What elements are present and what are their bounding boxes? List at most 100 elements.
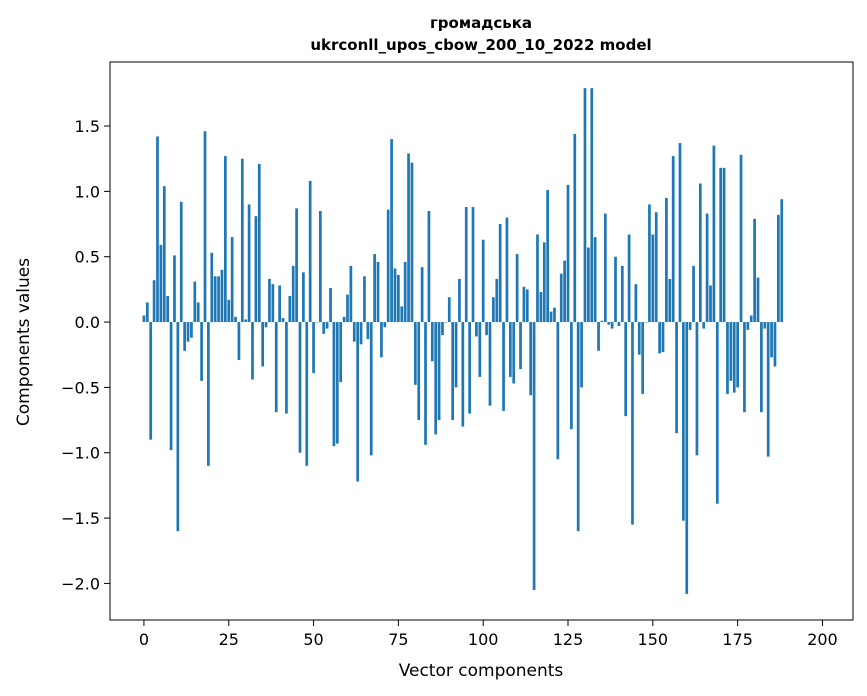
bar: [488, 322, 492, 406]
bar: [756, 277, 760, 323]
bar: [719, 167, 723, 323]
bar: [519, 322, 522, 370]
bar: [193, 281, 197, 323]
bar: [587, 247, 590, 323]
bar: [590, 88, 594, 323]
bar: [546, 190, 550, 323]
bar: [682, 322, 685, 521]
bar: [770, 322, 773, 358]
bar: [203, 131, 207, 323]
bar: [190, 322, 193, 338]
bar: [634, 284, 638, 323]
bar: [498, 224, 502, 323]
bar: [722, 167, 726, 323]
bar: [753, 218, 756, 323]
bar: [542, 242, 546, 323]
bar: [698, 183, 702, 323]
bar: [335, 322, 339, 444]
bar: [349, 265, 353, 323]
bar: [617, 322, 621, 326]
bar: [593, 237, 597, 323]
bar: [234, 316, 237, 323]
bar: [264, 322, 268, 328]
bar: [156, 136, 159, 323]
bar: [641, 322, 645, 394]
bar: [380, 322, 383, 358]
bar: [291, 265, 295, 323]
y-tick-label: 1.0: [75, 182, 100, 201]
bar: [661, 322, 665, 353]
bar: [359, 322, 363, 345]
bar: [339, 322, 343, 383]
bar: [529, 322, 533, 396]
x-axis-ticks: 0 25 50 75 100 125 150 175 200: [139, 620, 838, 649]
bar: [278, 285, 281, 323]
y-axis-label: Components values: [14, 258, 34, 426]
bar: [369, 322, 373, 456]
bar: [749, 315, 753, 323]
bar: [471, 207, 475, 323]
y-tick-label: −0.5: [61, 378, 100, 397]
bar: [329, 288, 332, 323]
bar: [325, 322, 329, 329]
bar: [458, 278, 461, 323]
bar: [244, 319, 248, 323]
bar: [403, 261, 407, 323]
bar: [210, 252, 214, 323]
bar: [736, 322, 739, 388]
bar: [739, 154, 743, 323]
bar: [729, 322, 733, 381]
bar: [271, 284, 275, 323]
bar: [376, 261, 380, 323]
bar: [274, 322, 278, 413]
bar: [230, 237, 234, 323]
bar: [743, 322, 746, 413]
bar: [644, 322, 648, 323]
bar: [200, 322, 203, 381]
bar: [220, 269, 224, 323]
bar: [393, 268, 397, 323]
bar: [159, 244, 163, 323]
bar: [651, 234, 655, 323]
bar: [732, 322, 736, 393]
x-tick-label: 175: [722, 630, 753, 649]
bar: [315, 322, 319, 323]
bar: [563, 260, 566, 323]
bar: [614, 256, 617, 323]
bar: [410, 162, 414, 323]
bar: [332, 322, 336, 447]
bar: [573, 133, 577, 323]
bar: [390, 139, 393, 323]
bar: [485, 322, 488, 336]
x-tick-label: 125: [553, 630, 584, 649]
bar: [240, 158, 244, 323]
bar: [478, 322, 482, 377]
x-tick-label: 0: [139, 630, 149, 649]
bar: [481, 239, 485, 323]
y-tick-label: 0.5: [75, 248, 100, 267]
bar: [298, 322, 302, 453]
x-axis-label: Vector components: [399, 661, 564, 681]
x-tick-label: 200: [807, 630, 838, 649]
bar: [637, 322, 641, 355]
bar: [295, 208, 298, 323]
bar: [685, 322, 689, 594]
bar: [600, 320, 604, 323]
bar: [576, 322, 580, 532]
bar: [302, 272, 305, 323]
bar: [549, 311, 553, 323]
bar: [451, 322, 455, 421]
bar: [712, 145, 716, 323]
bar: [492, 297, 495, 323]
bar: [525, 289, 529, 323]
bar: [566, 184, 570, 323]
bar: [692, 265, 695, 323]
bar: [763, 322, 767, 329]
x-tick-label: 100: [468, 630, 499, 649]
bar: [705, 213, 709, 323]
bar-series: [142, 88, 784, 594]
bar: [424, 322, 427, 445]
bar: [505, 217, 509, 323]
bar: [702, 322, 706, 329]
